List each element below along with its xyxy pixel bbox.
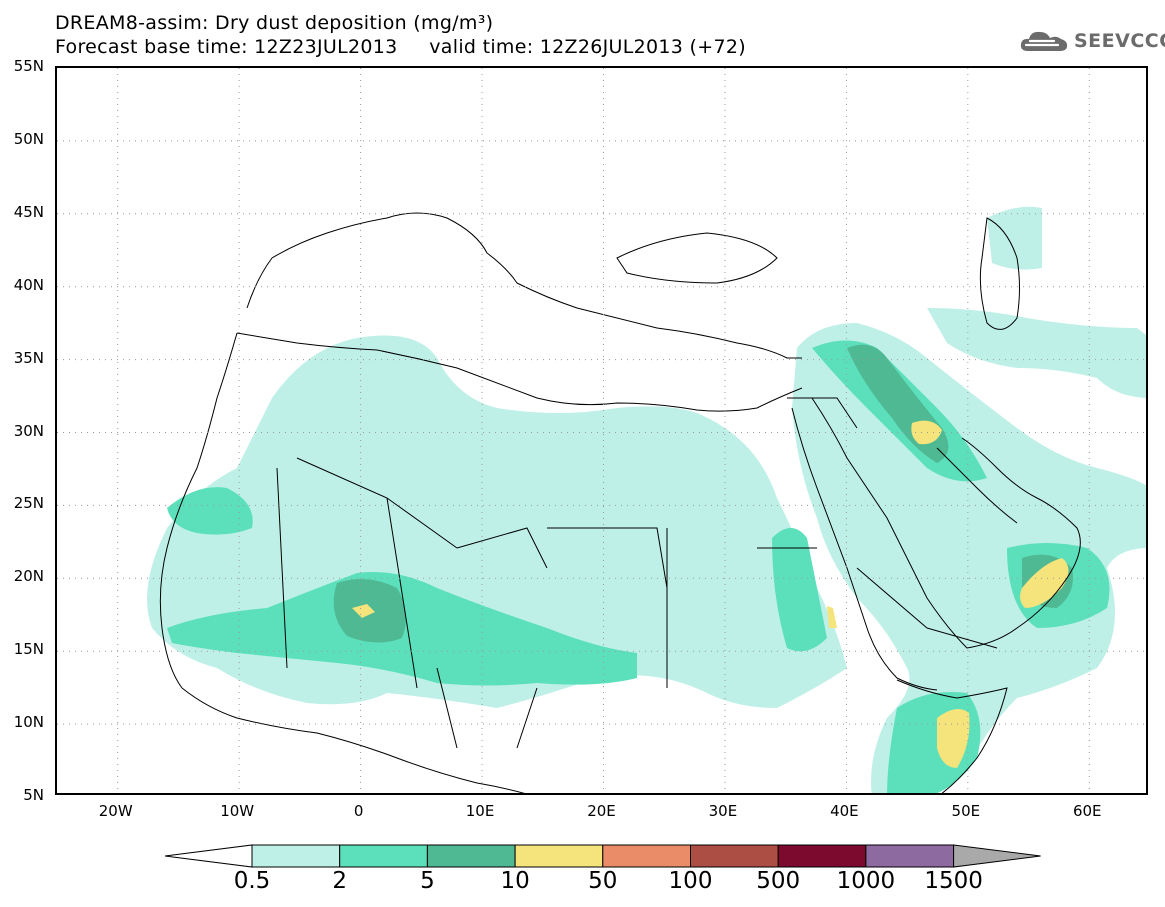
dust-map: [57, 68, 1146, 793]
coastline-north-africa: [236, 332, 803, 412]
legend-swatch: [690, 844, 779, 868]
legend-over-arrow: [953, 844, 1041, 868]
coastline-horn-africa: [896, 679, 1008, 793]
dust-peak-mali: [352, 604, 375, 618]
latitude-label: 5N: [23, 786, 44, 804]
legend-level-label: 0.5: [233, 868, 271, 894]
legend-under-arrow: [164, 844, 253, 868]
map-area: [55, 66, 1148, 795]
border-lines: [276, 397, 998, 749]
longitude-label: 50E: [951, 802, 981, 820]
color-legend: [0, 835, 1165, 895]
dust-peak-iraq: [911, 420, 942, 445]
dust-peak-eritrea: [827, 606, 837, 628]
cloud-icon: [1020, 31, 1068, 51]
longitude-label: 0: [353, 802, 364, 820]
longitude-label: 60E: [1072, 802, 1102, 820]
dust-area-iran: [927, 308, 1146, 398]
dust-area-arabia: [792, 323, 1146, 793]
legend-level-label: 500: [756, 868, 801, 894]
longitude-label: 10E: [465, 802, 495, 820]
longitude-label: 20E: [587, 802, 616, 820]
dust-band-westsahara: [167, 487, 253, 535]
coastline-persian-gulf: [936, 447, 1018, 524]
longitude-label: 40E: [830, 802, 859, 820]
coastline-black-sea: [616, 232, 778, 284]
coastline-europe: [246, 212, 802, 359]
latitude-label: 55N: [13, 57, 44, 75]
map-title: DREAM8-assim: Dry dust deposition (mg/m³…: [55, 12, 494, 34]
legend-bar: [164, 844, 1041, 868]
latitude-label: 40N: [13, 275, 44, 294]
dust-area-caspian: [987, 206, 1042, 270]
legend-swatch: [339, 844, 428, 868]
legend-level-label: 10: [500, 868, 530, 894]
legend-level-label: 50: [588, 868, 618, 894]
seevccc-logo: SEEVCCC: [1018, 26, 1165, 56]
logo-text: SEEVCCC: [1074, 30, 1165, 52]
legend-level-label: 1500: [924, 868, 983, 894]
dust-band-redsea: [772, 528, 827, 652]
legend-swatch: [426, 844, 516, 868]
coastline-arabia: [811, 397, 1081, 649]
latitude-label: 25N: [13, 494, 44, 513]
latitude-label: 45N: [13, 202, 44, 221]
legend-swatch: [777, 844, 867, 868]
legend-level-label: 1000: [836, 868, 896, 894]
legend-swatch: [602, 844, 691, 868]
map-subtitle: Forecast base time: 12Z23JUL2013 valid t…: [55, 36, 746, 58]
latitude-label: 10N: [13, 713, 44, 732]
longitude-label: 30E: [708, 802, 738, 820]
latitude-label: 15N: [13, 640, 44, 659]
latitude-label: 30N: [13, 421, 44, 440]
latitude-label: 35N: [13, 348, 44, 367]
longitude-label: 10W: [220, 802, 255, 820]
latitude-label: 50N: [13, 129, 44, 148]
latitude-label: 20N: [13, 567, 44, 586]
coastline-west-africa: [159, 332, 525, 793]
legend-swatch: [251, 844, 341, 868]
graticule: [57, 68, 1146, 793]
legend-level-label: 100: [668, 868, 713, 894]
dust-peak-oman: [1020, 558, 1069, 608]
legend-swatch: [514, 844, 604, 868]
legend-level-label: 2: [332, 868, 347, 894]
coastline-red-sea: [791, 407, 938, 691]
coastline-layer: [159, 212, 1081, 793]
legend-level-label: 5: [420, 868, 435, 894]
legend-swatch: [865, 844, 955, 868]
coastline-caspian: [979, 217, 1020, 330]
longitude-label: 20W: [98, 802, 133, 820]
dust-field-layer: [147, 206, 1146, 793]
